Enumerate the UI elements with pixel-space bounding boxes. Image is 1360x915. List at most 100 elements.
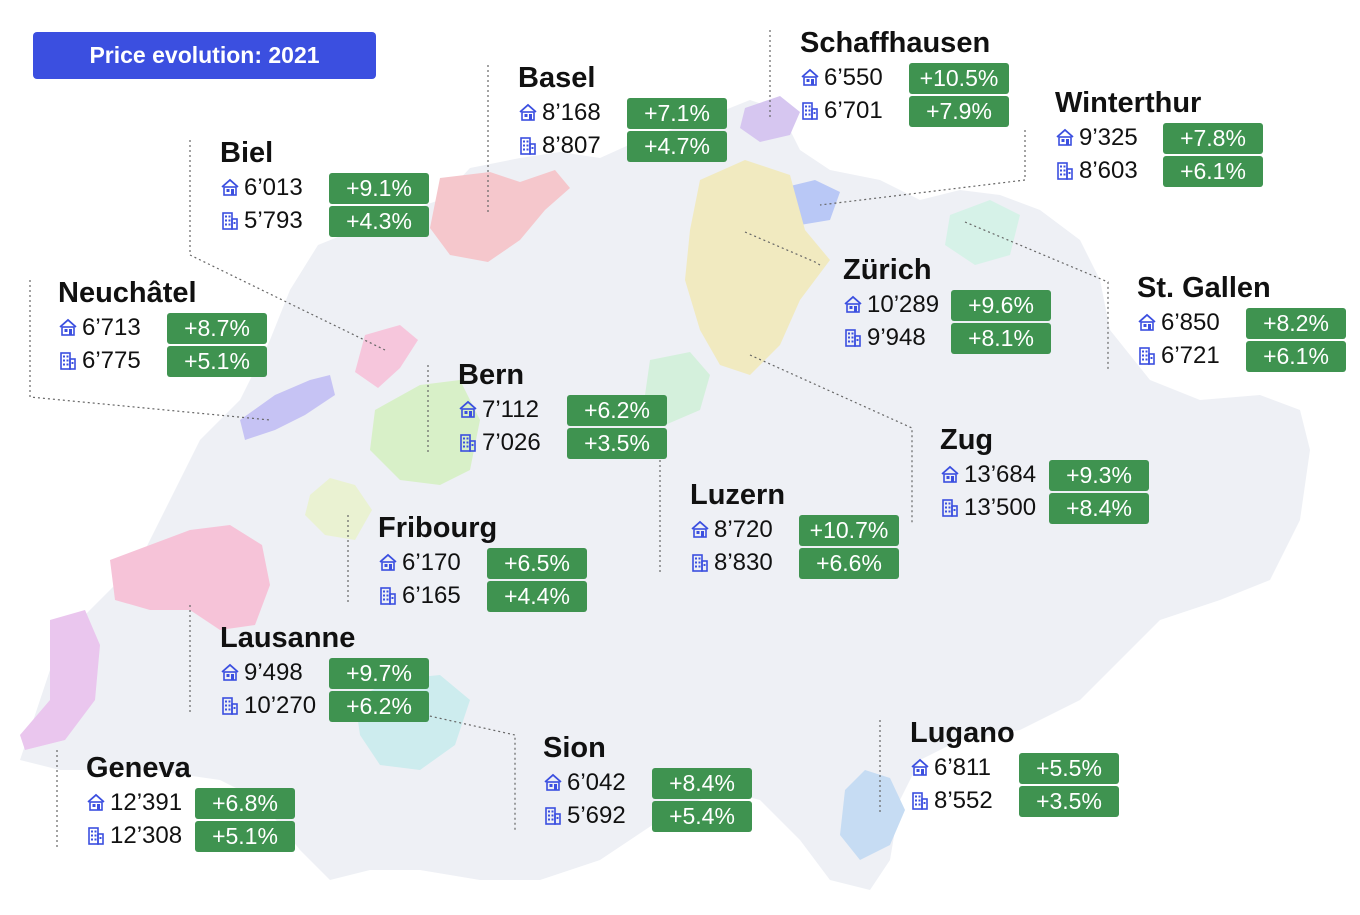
house-price: 9’325 (1079, 123, 1138, 151)
region-geneva (20, 610, 100, 750)
apartment-price-row: 10’270 (220, 689, 355, 722)
apartment-price: 12’308 (110, 821, 183, 849)
region-neuchatel (240, 375, 335, 440)
house-price-row: 6’042 (543, 766, 626, 799)
house-price: 6’713 (82, 313, 141, 341)
apartment-price: 8’603 (1079, 156, 1138, 184)
house-price-row: 8’720 (690, 513, 785, 546)
house-icon (940, 465, 960, 485)
apartment-change-badge: +8.1% (951, 323, 1051, 354)
region-schaffhausen (740, 96, 800, 142)
apartment-building-icon (220, 696, 240, 716)
apartment-price: 10’270 (244, 691, 317, 719)
region-zurich (685, 160, 830, 375)
city-label-basel: Basel 8’168 8’807 (518, 60, 601, 162)
apartment-change-badge: +4.7% (627, 131, 727, 162)
region-lugano (840, 770, 905, 860)
house-change-badge: +8.7% (167, 313, 267, 344)
house-icon (220, 178, 240, 198)
region-stgallen (945, 200, 1020, 265)
apartment-change-badge: +3.5% (1019, 786, 1119, 817)
house-price-row: 6’550 (800, 61, 990, 94)
house-change-badge: +9.6% (951, 290, 1051, 321)
house-price: 6’013 (244, 173, 303, 201)
apartment-price-row: 6’721 (1137, 339, 1271, 372)
apartment-price-row: 8’603 (1055, 154, 1201, 187)
region-basel (430, 170, 570, 262)
house-price-row: 13’684 (940, 458, 1036, 491)
house-price: 6’170 (402, 548, 461, 576)
apartment-building-icon (518, 136, 538, 156)
house-icon (378, 553, 398, 573)
house-change-badge: +6.8% (195, 788, 295, 819)
city-name: Zug (940, 424, 994, 456)
city-name: Luzern (690, 479, 786, 511)
house-price: 6’550 (824, 63, 883, 91)
house-price-row: 6’013 (220, 171, 303, 204)
title-badge: Price evolution: 2021 (33, 32, 376, 79)
apartment-price: 9’948 (867, 323, 926, 351)
house-price-row: 6’713 (58, 311, 197, 344)
house-change-badge: +10.5% (909, 63, 1009, 94)
city-name: Geneva (86, 752, 191, 784)
house-price: 6’850 (1161, 308, 1220, 336)
city-label-lugano: Lugano 6’811 8’552 (910, 715, 1015, 817)
city-name: Fribourg (378, 512, 498, 544)
apartment-building-icon (58, 351, 78, 371)
apartment-price-row: 13’500 (940, 491, 1036, 524)
city-label-zug: Zug 13’684 13’500 (940, 422, 1036, 524)
city-name: Basel (518, 62, 596, 94)
apartment-building-icon (800, 101, 820, 121)
house-price-row: 6’811 (910, 751, 1015, 784)
apartment-price-row: 8’807 (518, 129, 601, 162)
house-price-row: 7’112 (458, 393, 541, 426)
house-price: 9’498 (244, 658, 303, 686)
house-change-badge: +9.1% (329, 173, 429, 204)
apartment-change-badge: +6.1% (1246, 341, 1346, 372)
house-price-row: 10’289 (843, 288, 939, 321)
house-price-row: 12’391 (86, 786, 191, 819)
apartment-price-row: 6’701 (800, 94, 990, 127)
apartment-building-icon (940, 498, 960, 518)
house-icon (518, 103, 538, 123)
apartment-price: 13’500 (964, 493, 1037, 521)
city-name: Lausanne (220, 622, 356, 654)
apartment-building-icon (378, 586, 398, 606)
house-change-badge: +7.1% (627, 98, 727, 129)
apartment-price-row: 9’948 (843, 321, 939, 354)
apartment-change-badge: +5.4% (652, 801, 752, 832)
house-price: 13’684 (964, 460, 1037, 488)
city-label-winterthur: Winterthur 9’325 8’603 (1055, 85, 1201, 187)
apartment-price: 6’721 (1161, 341, 1220, 369)
city-name: Neuchâtel (58, 277, 197, 309)
apartment-building-icon (1055, 161, 1075, 181)
apartment-price-row: 5’793 (220, 204, 303, 237)
apartment-change-badge: +4.4% (487, 581, 587, 612)
region-biel (355, 325, 418, 388)
house-icon (543, 773, 563, 793)
apartment-change-badge: +5.1% (195, 821, 295, 852)
house-icon (220, 663, 240, 683)
house-icon (86, 793, 106, 813)
city-label-luzern: Luzern 8’720 8’830 (690, 477, 785, 579)
city-label-lausanne: Lausanne 9’498 10’270 (220, 620, 355, 722)
city-label-z-rich: Zürich 10’289 9’948 (843, 252, 939, 354)
apartment-price: 6’775 (82, 346, 141, 374)
house-icon (800, 68, 820, 88)
city-name: Bern (458, 359, 525, 391)
apartment-price: 5’793 (244, 206, 303, 234)
house-change-badge: +9.3% (1049, 460, 1149, 491)
house-change-badge: +10.7% (799, 515, 899, 546)
apartment-change-badge: +6.2% (329, 691, 429, 722)
apartment-change-badge: +4.3% (329, 206, 429, 237)
apartment-building-icon (220, 211, 240, 231)
apartment-building-icon (690, 553, 710, 573)
city-name: Biel (220, 137, 274, 169)
apartment-price-row: 8’830 (690, 546, 785, 579)
house-price: 7’112 (482, 395, 539, 423)
city-name: Winterthur (1055, 87, 1202, 119)
apartment-price: 8’552 (934, 786, 993, 814)
apartment-change-badge: +3.5% (567, 428, 667, 459)
house-icon (458, 400, 478, 420)
house-price-row: 9’498 (220, 656, 355, 689)
